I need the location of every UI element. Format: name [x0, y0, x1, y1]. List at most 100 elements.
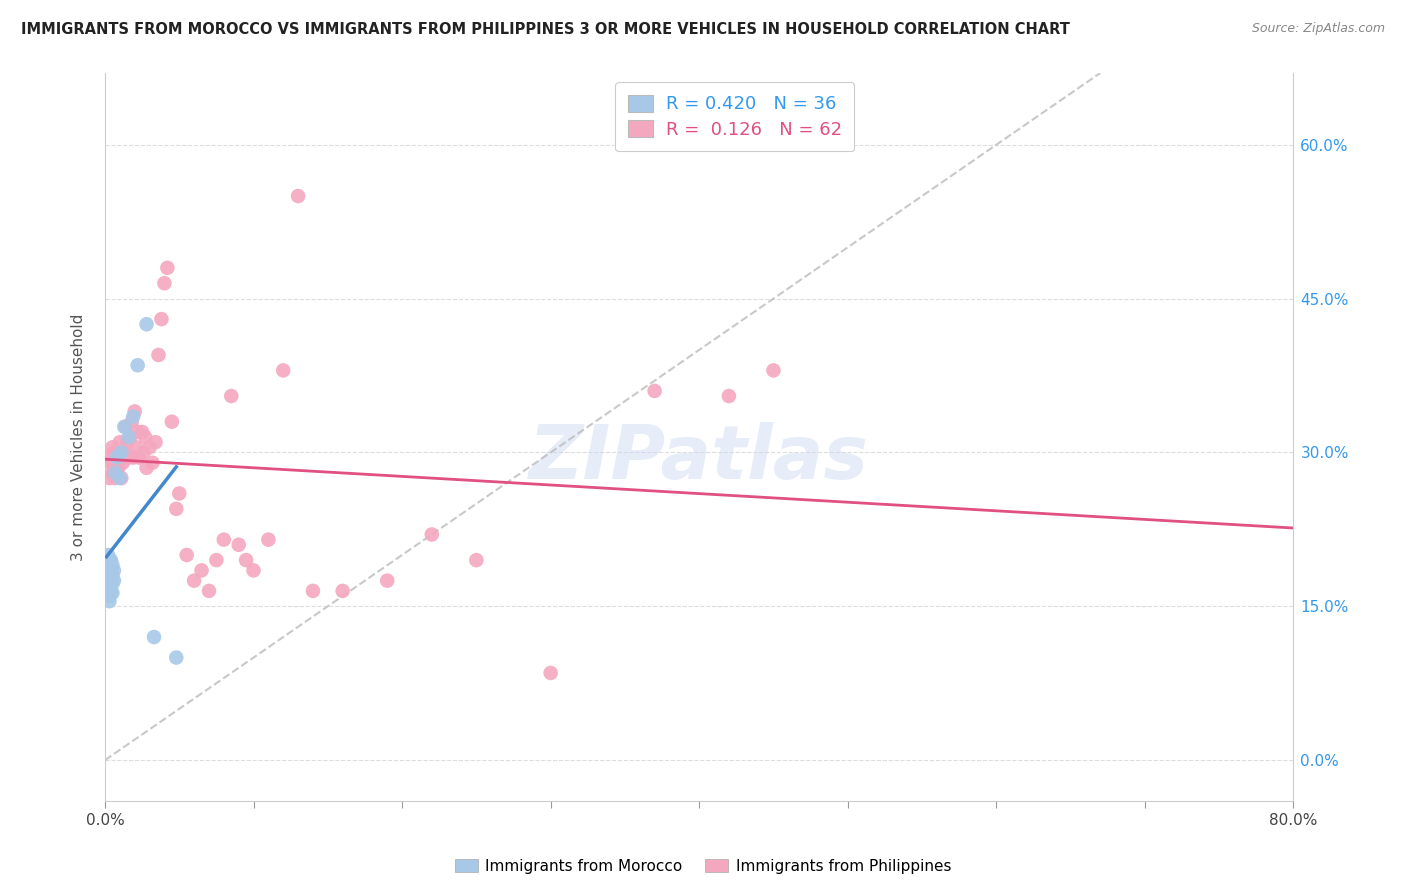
Point	[101, 576, 124, 591]
Point	[127, 425, 149, 439]
Point	[165, 650, 187, 665]
Point	[98, 583, 121, 598]
Point	[375, 574, 398, 588]
Point	[138, 440, 160, 454]
Point	[145, 435, 167, 450]
Point	[198, 583, 221, 598]
Point	[242, 563, 264, 577]
Point	[120, 430, 142, 444]
Point	[112, 419, 135, 434]
Point	[103, 445, 125, 459]
Point	[205, 553, 228, 567]
Point	[105, 450, 128, 465]
Point	[228, 538, 250, 552]
Point	[124, 404, 146, 418]
Point	[98, 594, 121, 608]
Point	[97, 548, 120, 562]
Point	[302, 583, 325, 598]
Text: IMMIGRANTS FROM MOROCCO VS IMMIGRANTS FROM PHILIPPINES 3 OR MORE VEHICLES IN HOU: IMMIGRANTS FROM MOROCCO VS IMMIGRANTS FR…	[21, 22, 1070, 37]
Point	[160, 415, 183, 429]
Point	[98, 568, 121, 582]
Point	[101, 558, 124, 573]
Point	[287, 189, 309, 203]
Point	[271, 363, 294, 377]
Point	[762, 363, 785, 377]
Point	[100, 574, 122, 588]
Point	[122, 450, 145, 465]
Point	[107, 460, 129, 475]
Text: ZIPatlas: ZIPatlas	[529, 423, 869, 495]
Point	[141, 456, 163, 470]
Point	[97, 566, 120, 580]
Point	[101, 440, 124, 454]
Point	[100, 553, 122, 567]
Point	[212, 533, 235, 547]
Point	[98, 471, 121, 485]
Point	[110, 471, 132, 485]
Point	[132, 445, 155, 459]
Point	[219, 389, 242, 403]
Point	[717, 389, 740, 403]
Point	[135, 318, 157, 332]
Point	[108, 435, 131, 450]
Point	[540, 665, 562, 680]
Point	[100, 563, 122, 577]
Point	[167, 486, 190, 500]
Point	[100, 456, 122, 470]
Point	[103, 460, 125, 475]
Point	[127, 358, 149, 372]
Point	[111, 456, 134, 470]
Point	[97, 581, 120, 595]
Point	[235, 553, 257, 567]
Point	[125, 440, 148, 454]
Point	[103, 563, 125, 577]
Point	[101, 586, 124, 600]
Point	[98, 576, 121, 591]
Point	[101, 568, 124, 582]
Point	[156, 260, 179, 275]
Point	[96, 563, 118, 577]
Point	[183, 574, 205, 588]
Point	[117, 435, 139, 450]
Point	[644, 384, 666, 398]
Point	[103, 574, 125, 588]
Point	[121, 415, 143, 429]
Point	[105, 466, 128, 480]
Point	[110, 445, 132, 459]
Point	[122, 409, 145, 424]
Point	[118, 450, 141, 465]
Point	[165, 501, 187, 516]
Point	[97, 450, 120, 465]
Point	[420, 527, 443, 541]
Point	[134, 430, 156, 444]
Point	[101, 466, 124, 480]
Point	[153, 277, 176, 291]
Point	[150, 312, 173, 326]
Point	[98, 553, 121, 567]
Text: Source: ZipAtlas.com: Source: ZipAtlas.com	[1251, 22, 1385, 36]
Legend: Immigrants from Morocco, Immigrants from Philippines: Immigrants from Morocco, Immigrants from…	[449, 853, 957, 880]
Point	[100, 583, 122, 598]
Legend: R = 0.420   N = 36, R =  0.126   N = 62: R = 0.420 N = 36, R = 0.126 N = 62	[616, 82, 855, 152]
Point	[104, 466, 127, 480]
Point	[190, 563, 212, 577]
Point	[112, 445, 135, 459]
Point	[332, 583, 354, 598]
Point	[108, 450, 131, 465]
Point	[98, 589, 121, 603]
Point	[143, 630, 166, 644]
Point	[128, 450, 150, 465]
Point	[118, 430, 141, 444]
Point	[114, 419, 136, 434]
Point	[108, 471, 131, 485]
Point	[148, 348, 170, 362]
Point	[135, 460, 157, 475]
Point	[96, 553, 118, 567]
Point	[104, 471, 127, 485]
Point	[104, 450, 127, 465]
Point	[176, 548, 198, 562]
Point	[131, 425, 153, 439]
Point	[465, 553, 488, 567]
Point	[98, 560, 121, 574]
Point	[97, 574, 120, 588]
